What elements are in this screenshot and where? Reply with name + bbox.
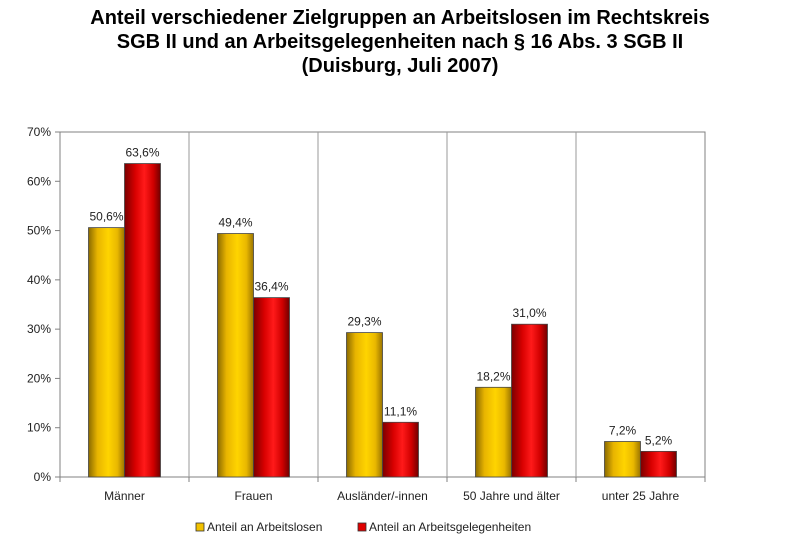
legend: Anteil an Arbeitslosen Anteil an Arbeitsg… (195, 520, 531, 534)
y-tick-label: 50% (27, 224, 51, 238)
data-label: 11,1% (384, 404, 417, 418)
chart-title-line-2: SGB II und an Arbeitsgelegenheiten nach … (116, 31, 684, 53)
plot-area: 0% 10% 20% 30% 40% 50% 60% 70% 50,6% 63,6% Männer 4… (27, 125, 706, 503)
category-label: 50 Jahre und älter (463, 489, 560, 503)
data-label: 31,0% (512, 306, 546, 320)
bar-arbeitsgelegenheiten (511, 323, 548, 478)
y-tick-label: 0% (34, 470, 52, 484)
category-label: Männer (104, 489, 145, 503)
data-label: 7,2% (609, 424, 637, 438)
data-label: 36,4% (254, 280, 288, 294)
chart-title-line-3: (Duisburg, Juli 2007) (301, 55, 499, 77)
bar-arbeitsgelegenheiten (382, 421, 419, 478)
bar-arbeitsgelegenheiten (253, 297, 290, 478)
legend-swatch (195, 522, 205, 532)
bar-arbeitslose (346, 332, 383, 478)
legend-swatch (357, 522, 367, 532)
y-tick-label: 70% (27, 125, 51, 139)
y-tick-label: 20% (27, 371, 51, 385)
y-tick-label: 10% (27, 421, 51, 435)
bar-arbeitslose (604, 441, 641, 478)
category-label: Frauen (234, 489, 272, 503)
data-label: 50,6% (89, 210, 123, 224)
data-label: 49,4% (218, 216, 252, 230)
legend-label: Anteil an Arbeitsgelegenheiten (369, 520, 531, 534)
data-label: 18,2% (476, 369, 510, 383)
data-label: 5,2% (645, 433, 673, 447)
data-label: 29,3% (347, 315, 381, 329)
y-tick-label: 30% (27, 322, 51, 336)
y-tick-label: 40% (27, 273, 51, 287)
chart-title: Anteil verschiedener Zielgruppen an Arbe… (30, 6, 770, 78)
legend-label: Anteil an Arbeitslosen (207, 520, 322, 534)
y-tick-label: 60% (27, 174, 51, 188)
category-label: Ausländer/-innen (337, 489, 428, 503)
chart-title-line-1: Anteil verschiedener Zielgruppen an Arbe… (90, 7, 710, 29)
data-label: 63,6% (125, 146, 159, 160)
bar-arbeitslose (88, 227, 125, 478)
category-label: unter 25 Jahre (602, 489, 680, 503)
bar-arbeitsgelegenheiten (640, 450, 677, 478)
bar-arbeitslose (475, 386, 512, 478)
bar-arbeitslose (217, 233, 254, 478)
bar-arbeitsgelegenheiten (124, 163, 161, 478)
